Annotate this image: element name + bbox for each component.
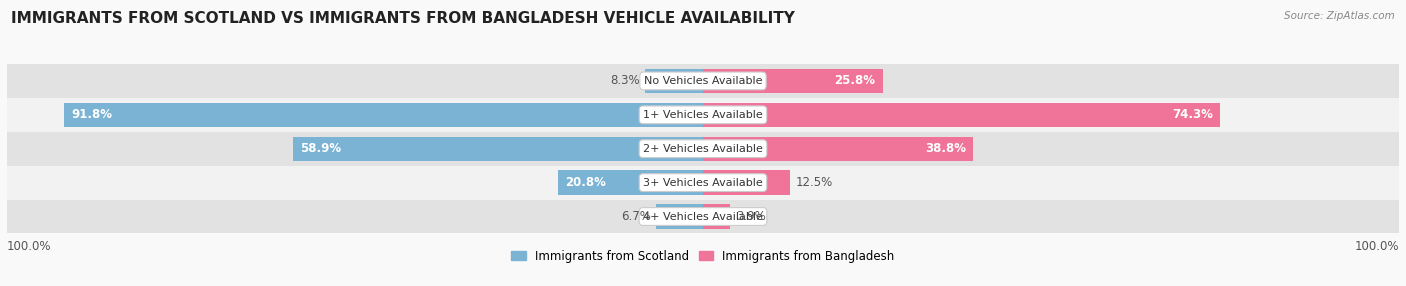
Bar bbox=[645, 69, 703, 93]
Text: 20.8%: 20.8% bbox=[565, 176, 606, 189]
Text: 58.9%: 58.9% bbox=[299, 142, 342, 155]
Bar bbox=[703, 69, 883, 93]
Bar bbox=[703, 136, 973, 161]
Text: 8.3%: 8.3% bbox=[610, 74, 640, 88]
Text: 2+ Vehicles Available: 2+ Vehicles Available bbox=[643, 144, 763, 154]
Bar bbox=[703, 170, 790, 195]
Bar bbox=[7, 64, 1399, 98]
Text: 1+ Vehicles Available: 1+ Vehicles Available bbox=[643, 110, 763, 120]
Text: 4+ Vehicles Available: 4+ Vehicles Available bbox=[643, 212, 763, 222]
Bar bbox=[292, 136, 703, 161]
Text: 3.9%: 3.9% bbox=[735, 210, 765, 223]
Bar bbox=[703, 204, 730, 229]
Text: 3+ Vehicles Available: 3+ Vehicles Available bbox=[643, 178, 763, 188]
Text: IMMIGRANTS FROM SCOTLAND VS IMMIGRANTS FROM BANGLADESH VEHICLE AVAILABILITY: IMMIGRANTS FROM SCOTLAND VS IMMIGRANTS F… bbox=[11, 11, 796, 26]
Text: 100.0%: 100.0% bbox=[1354, 240, 1399, 253]
Bar bbox=[657, 204, 703, 229]
Bar bbox=[7, 132, 1399, 166]
Text: 25.8%: 25.8% bbox=[835, 74, 876, 88]
Bar bbox=[7, 98, 1399, 132]
Bar bbox=[7, 166, 1399, 200]
Text: 100.0%: 100.0% bbox=[7, 240, 52, 253]
Bar bbox=[65, 103, 703, 127]
Bar bbox=[558, 170, 703, 195]
Bar bbox=[7, 200, 1399, 233]
Text: 38.8%: 38.8% bbox=[925, 142, 966, 155]
Text: 91.8%: 91.8% bbox=[72, 108, 112, 121]
Text: Source: ZipAtlas.com: Source: ZipAtlas.com bbox=[1284, 11, 1395, 21]
Legend: Immigrants from Scotland, Immigrants from Bangladesh: Immigrants from Scotland, Immigrants fro… bbox=[506, 245, 900, 267]
Text: 74.3%: 74.3% bbox=[1173, 108, 1213, 121]
Text: 6.7%: 6.7% bbox=[621, 210, 651, 223]
Text: No Vehicles Available: No Vehicles Available bbox=[644, 76, 762, 86]
Bar bbox=[703, 103, 1220, 127]
Text: 12.5%: 12.5% bbox=[796, 176, 832, 189]
